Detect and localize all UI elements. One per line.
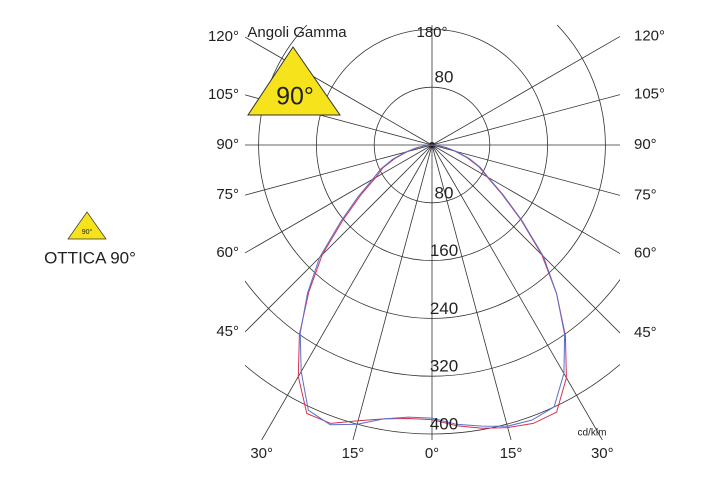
spoke	[245, 144, 433, 254]
angle-label: 90°	[216, 136, 239, 153]
unit-label: cd/klm	[578, 428, 607, 439]
radial-label: 400	[430, 414, 458, 433]
angle-label: 90°	[634, 136, 657, 153]
badge-label: 90°	[276, 83, 314, 111]
angle-label: 60°	[634, 245, 657, 262]
spoke	[431, 144, 512, 440]
angle-label: 75°	[216, 186, 239, 203]
chart-title: Angoli Gamma	[247, 24, 347, 41]
optic-label: OTTICA 90°	[44, 248, 136, 267]
angle-label: 15°	[342, 445, 365, 462]
spoke	[431, 144, 603, 440]
angle-label: 45°	[634, 324, 657, 341]
angle-label: 105°	[634, 86, 665, 103]
spoke	[431, 144, 620, 196]
optic-triangle	[67, 211, 107, 240]
angle-label: 0°	[425, 445, 439, 462]
spoke	[431, 144, 620, 334]
spoke	[431, 36, 620, 146]
polar-grid	[245, 25, 620, 440]
radial-label: 80	[435, 183, 454, 202]
badge-triangle	[247, 46, 341, 116]
spoke	[261, 144, 433, 440]
angle-label: 30°	[591, 445, 614, 462]
spoke	[431, 94, 620, 146]
radial-label: 320	[430, 357, 458, 376]
labels: 80 80 160 240 320 400 0° 15° 15° 30° 30° 45° 45° 60° 6…	[208, 24, 665, 462]
angle-label: 75°	[634, 186, 657, 203]
curve	[299, 144, 566, 427]
angle-label: 120°	[634, 27, 665, 44]
angle-label: 15°	[500, 445, 523, 462]
spoke	[245, 144, 433, 196]
angle-label: 120°	[208, 28, 239, 45]
angle-label: 60°	[216, 244, 239, 261]
spoke	[352, 144, 433, 440]
curve	[297, 144, 567, 429]
radial-label: 240	[430, 299, 458, 318]
radial-label: 160	[430, 241, 458, 260]
angle-label: 105°	[208, 86, 239, 103]
spoke	[245, 144, 433, 333]
angle-label: 180°	[416, 24, 447, 41]
spoke	[245, 36, 433, 146]
radial-label: 80	[435, 68, 454, 87]
curves	[297, 144, 567, 429]
angle-label: 30°	[250, 445, 273, 462]
spoke	[431, 144, 620, 254]
optic-badge-label: 90°	[82, 228, 93, 236]
angle-label: 45°	[216, 323, 239, 340]
